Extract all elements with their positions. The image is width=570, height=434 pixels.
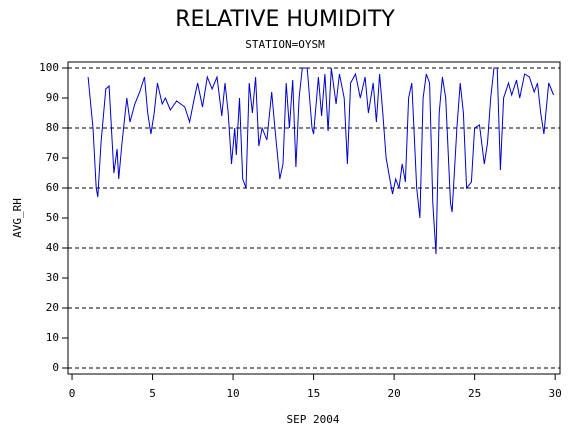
x-axis-label: SEP 2004 <box>287 413 340 426</box>
y-tick-label: 10 <box>46 331 59 344</box>
x-tick-label: 10 <box>226 387 239 400</box>
y-tick-label: 0 <box>52 361 59 374</box>
plot-frame <box>67 61 561 375</box>
x-tick-label: 25 <box>468 387 481 400</box>
y-axis-label: AVG_RH <box>11 198 24 238</box>
data-line <box>87 67 555 255</box>
y-tick-label: 70 <box>46 151 59 164</box>
x-tick-label: 5 <box>149 387 156 400</box>
y-tick-label: 100 <box>39 61 59 74</box>
x-tick-label: 30 <box>549 387 562 400</box>
subtitle: STATION=OYSM <box>245 38 325 51</box>
x-tick-label: 15 <box>307 387 320 400</box>
y-tick-label: 90 <box>46 91 59 104</box>
y-tick-label: 40 <box>46 241 59 254</box>
x-tick-label: 20 <box>387 387 400 400</box>
chart-title: RELATIVE HUMIDITY <box>175 7 395 32</box>
y-tick-label: 60 <box>46 181 59 194</box>
x-tick-label: 0 <box>69 387 76 400</box>
y-tick-label: 20 <box>46 301 59 314</box>
y-tick-label: 30 <box>46 271 59 284</box>
y-tick-label: 80 <box>46 121 59 134</box>
y-tick-label: 50 <box>46 211 59 224</box>
